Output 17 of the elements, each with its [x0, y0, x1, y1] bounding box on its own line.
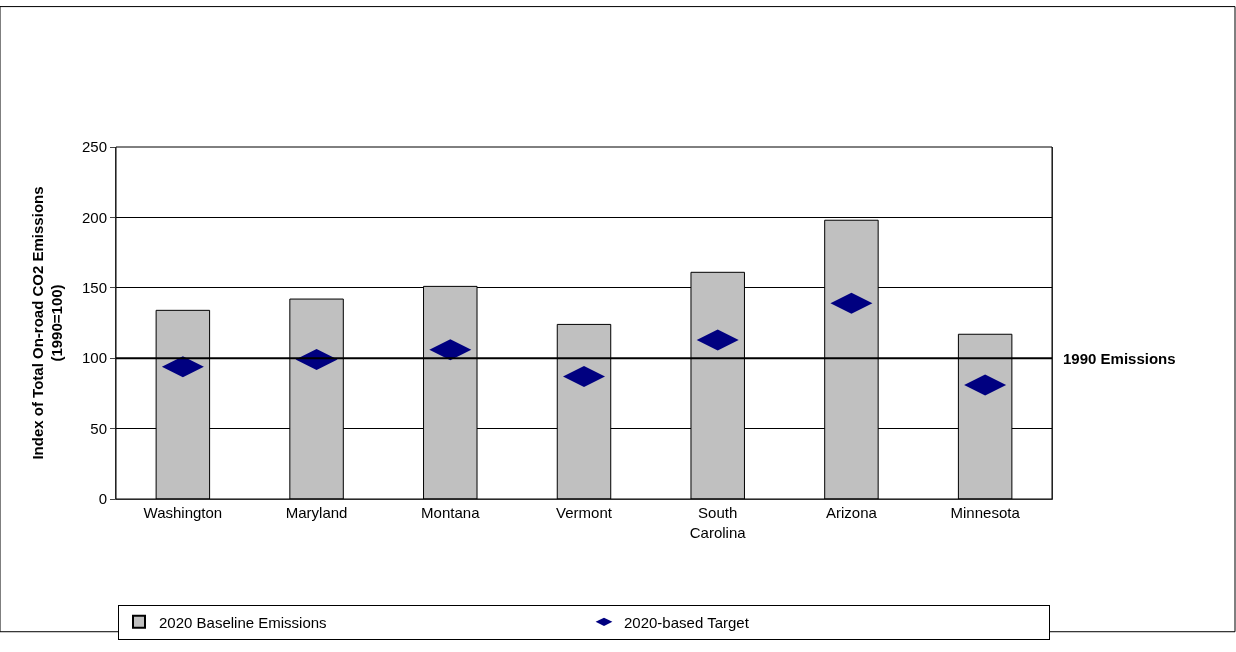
x-tick-label: Maryland: [285, 504, 348, 521]
y-tick-label: 0: [98, 490, 107, 508]
y-tick-label: 250: [81, 138, 107, 156]
y-tick-label: 50: [90, 419, 107, 437]
x-tick-label: Washington: [143, 504, 223, 521]
x-tick-label: Montana: [421, 504, 481, 521]
y-tick-label: 200: [81, 208, 107, 226]
x-tick-label: Minnesota: [950, 504, 1021, 521]
legend-label: 2020-based Target: [624, 613, 750, 631]
x-tick-label: Arizona: [826, 504, 878, 521]
legend-label: 2020 Baseline Emissions: [159, 613, 327, 631]
x-tick-label: South Carolina: [689, 504, 747, 541]
y-tick-label: 100: [81, 349, 107, 367]
y-axis-title: Index of Total On-road CO2 Emissions (1990=100): [28, 186, 66, 460]
ref-line-label: 1990 Emissions: [1063, 350, 1176, 367]
y-tick-label: 150: [81, 279, 107, 297]
x-tick-label: Vermont: [556, 504, 613, 521]
